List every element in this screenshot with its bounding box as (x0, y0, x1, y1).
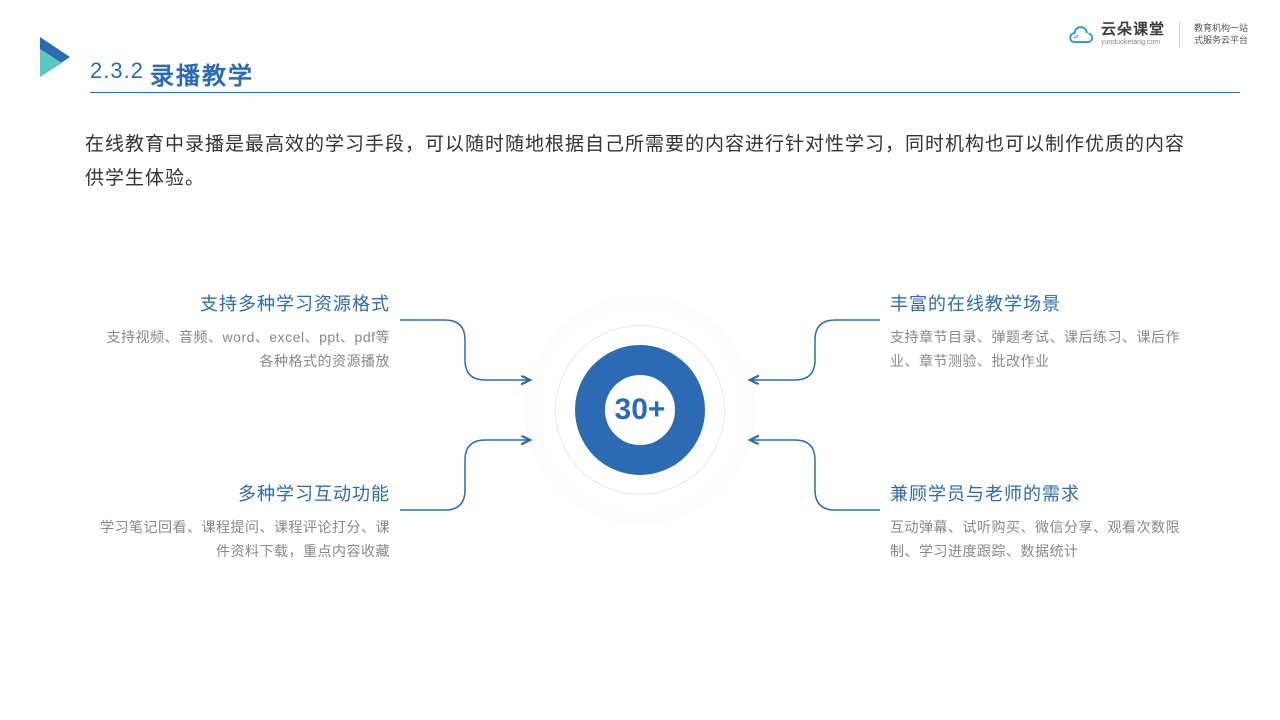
feature-desc: 支持视频、音频、word、excel、ppt、pdf等各种格式的资源播放 (100, 326, 390, 374)
feature-top-right: 丰富的在线教学场景 支持章节目录、弹题考试、课后练习、课后作业、章节测验、批改作… (890, 290, 1180, 374)
feature-title: 兼顾学员与老师的需求 (890, 480, 1180, 506)
feature-top-left: 支持多种学习资源格式 支持视频、音频、word、excel、ppt、pdf等各种… (100, 290, 390, 374)
feature-title: 多种学习互动功能 (100, 480, 390, 506)
feature-title: 丰富的在线教学场景 (890, 290, 1180, 316)
feature-desc: 互动弹幕、试听购买、微信分享、观看次数限制、学习进度跟踪、数据统计 (890, 516, 1180, 564)
feature-desc: 支持章节目录、弹题考试、课后练习、课后作业、章节测验、批改作业 (890, 326, 1180, 374)
feature-title: 支持多种学习资源格式 (100, 290, 390, 316)
feature-desc: 学习笔记回看、课程提问、课程评论打分、课件资料下载，重点内容收藏 (100, 516, 390, 564)
feature-bottom-right: 兼顾学员与老师的需求 互动弹幕、试听购买、微信分享、观看次数限制、学习进度跟踪、… (890, 480, 1180, 564)
feature-bottom-left: 多种学习互动功能 学习笔记回看、课程提问、课程评论打分、课件资料下载，重点内容收… (100, 480, 390, 564)
